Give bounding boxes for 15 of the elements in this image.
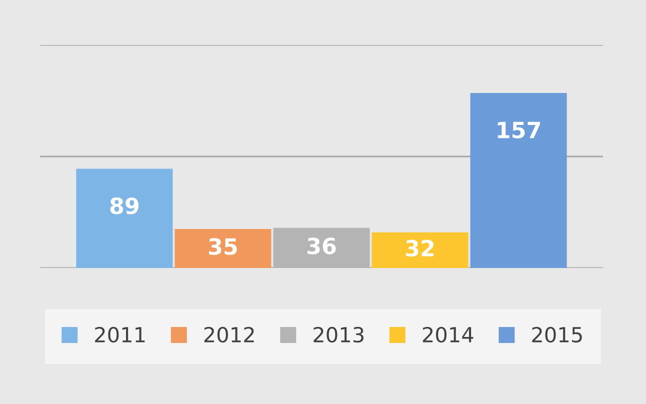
data-label: 89 bbox=[110, 197, 138, 214]
data-label: 157 bbox=[498, 122, 540, 138]
data-label: 36 bbox=[308, 238, 336, 254]
legend-label: 2012 bbox=[204, 326, 254, 343]
bar bbox=[372, 232, 468, 268]
data-label: 32 bbox=[406, 240, 434, 257]
legend-label: 2015 bbox=[532, 326, 582, 343]
legend-label: 2014 bbox=[422, 326, 474, 343]
legend-label: 2011 bbox=[95, 326, 145, 343]
bar bbox=[273, 228, 370, 268]
bar bbox=[174, 228, 272, 268]
legend-label: 2013 bbox=[314, 326, 364, 343]
bar bbox=[76, 168, 173, 268]
bar bbox=[470, 92, 567, 268]
data-label: 35 bbox=[209, 238, 237, 255]
